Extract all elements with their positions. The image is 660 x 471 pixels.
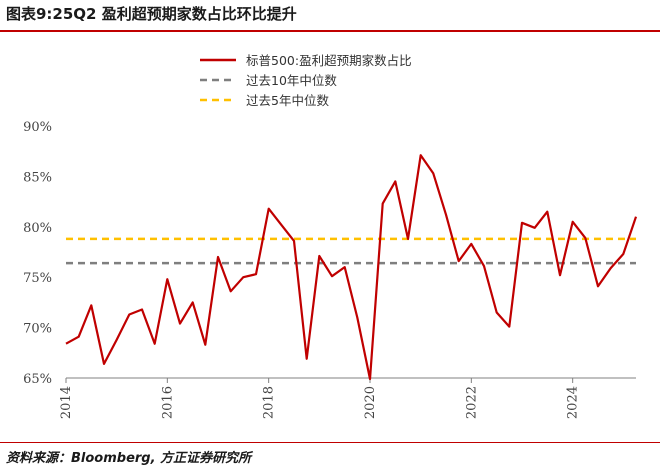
x-tick-label: 2014 bbox=[59, 386, 74, 419]
series-lines bbox=[65, 154, 638, 381]
x-axis-ticks: 2014 2016 2018 2020 2022 2024 bbox=[59, 378, 581, 419]
y-tick-label: 80% bbox=[23, 221, 52, 236]
y-axis-ticks: 65% 70% 75% 80% 85% 90% bbox=[23, 120, 52, 387]
title-divider bbox=[0, 30, 660, 32]
y-tick-label: 85% bbox=[23, 170, 52, 185]
footer-divider bbox=[0, 442, 660, 443]
legend-label: 过去10年中位数 bbox=[246, 73, 337, 88]
legend-label: 过去5年中位数 bbox=[246, 93, 329, 108]
legend-label: 标普500:盈利超预期家数占比 bbox=[246, 53, 412, 68]
y-tick-label: 75% bbox=[23, 271, 52, 286]
source-note: 资料来源：Bloomberg, 方正证券研究所 bbox=[6, 451, 252, 466]
series-line bbox=[65, 154, 638, 381]
line-chart: 65%70%75%80%85%90% 2014 2016 2018 2020 2022 2… bbox=[23, 53, 638, 419]
y-tick-label: 90% bbox=[23, 120, 52, 135]
x-tick-label: 2024 bbox=[566, 386, 581, 419]
x-tick-label: 2022 bbox=[464, 386, 479, 419]
x-tick-label: 2016 bbox=[160, 386, 175, 419]
y-tick-label: 70% bbox=[23, 322, 52, 337]
chart-title: 图表9:25Q2 盈利超预期家数占比环比提升 bbox=[6, 5, 297, 23]
x-tick-label: 2020 bbox=[363, 386, 378, 419]
x-tick-label: 2018 bbox=[262, 386, 277, 419]
y-tick-label: 65% bbox=[23, 372, 52, 387]
